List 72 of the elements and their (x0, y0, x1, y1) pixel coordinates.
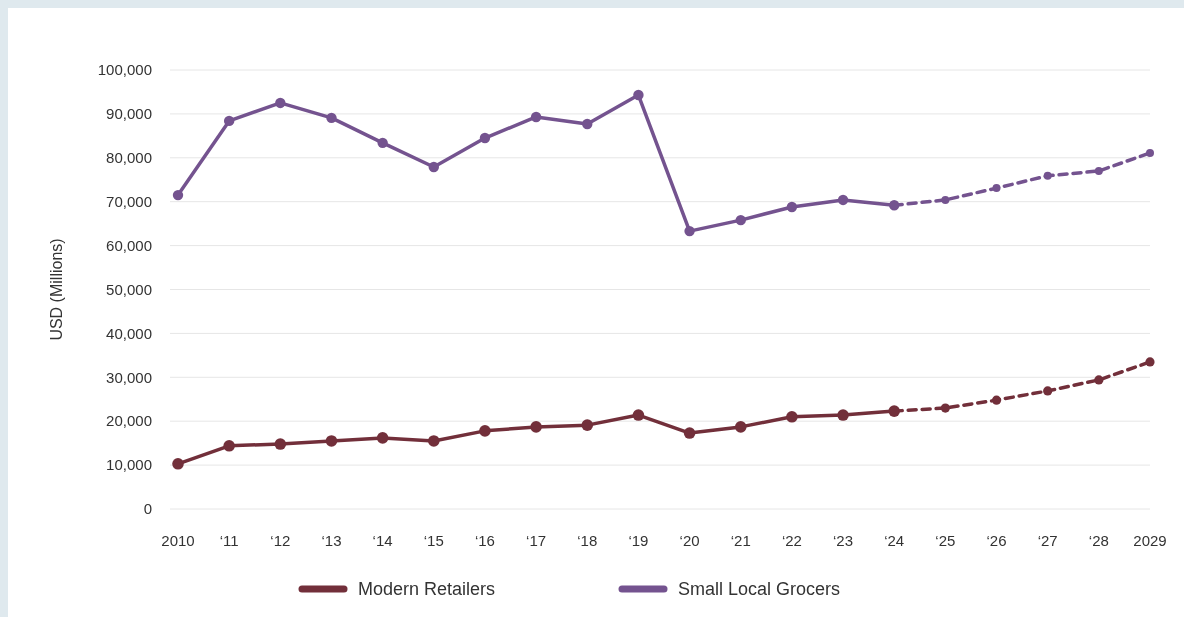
x-tick-label: ‘28 (1088, 532, 1109, 549)
y-tick-label: 10,000 (106, 456, 152, 474)
x-tick-label: ‘16 (474, 532, 495, 549)
point (326, 112, 337, 124)
y-tick-label: 30,000 (106, 368, 152, 386)
point (428, 161, 439, 173)
point (325, 435, 338, 447)
x-tick-label: ‘12 (270, 532, 291, 549)
y-tick-label: 40,000 (106, 324, 152, 342)
x-tick-label: ‘19 (628, 532, 649, 549)
x-tick-label: ‘18 (577, 532, 598, 549)
y-tick-label: 50,000 (106, 280, 152, 298)
point (479, 425, 491, 437)
point (1146, 148, 1154, 157)
y-tick-label: 70,000 (106, 192, 152, 210)
point (172, 457, 184, 470)
x-tick-label: ‘11 (219, 532, 239, 549)
point (377, 137, 388, 149)
point (941, 195, 950, 204)
point (581, 419, 594, 431)
x-tick-label: ‘23 (833, 532, 854, 549)
point (1094, 375, 1104, 385)
y-tick-label: 0 (143, 500, 152, 518)
point (991, 395, 1002, 405)
x-tick-label: ‘21 (730, 532, 751, 549)
y-tick-label: 60,000 (106, 236, 152, 254)
x-tick-label: ‘22 (781, 532, 802, 549)
point (530, 421, 542, 433)
point (992, 184, 1001, 193)
x-tick-label: 2010 (161, 532, 195, 549)
point (1043, 171, 1052, 180)
point (632, 409, 645, 421)
legend-label: Modern Retailers (358, 579, 496, 600)
point (582, 118, 593, 130)
point (940, 403, 950, 413)
point (837, 194, 849, 206)
point (734, 421, 747, 433)
y-tick-label: 20,000 (106, 412, 152, 430)
x-tick-label: ‘25 (935, 532, 956, 549)
point (275, 97, 286, 109)
legend-label: Small Local Grocers (678, 579, 841, 600)
x-tick-label: ‘24 (884, 532, 905, 549)
point (172, 189, 184, 201)
point (223, 439, 235, 452)
x-tick-label: ‘15 (423, 532, 444, 549)
point (1145, 357, 1155, 367)
point (274, 438, 287, 450)
y-tick-label: 90,000 (106, 105, 152, 123)
point (683, 427, 696, 439)
x-tick-label: ‘13 (321, 532, 342, 549)
point (735, 214, 746, 226)
point (786, 201, 798, 213)
y-tick-label: 100,000 (97, 61, 152, 79)
point (1043, 386, 1053, 396)
x-tick-label: ‘26 (986, 532, 1007, 549)
point (633, 89, 644, 101)
point (786, 411, 798, 423)
x-tick-label: 2029 (1133, 532, 1167, 549)
x-tick-label: ‘27 (1037, 532, 1058, 549)
x-tick-label: ‘20 (679, 532, 700, 549)
point (427, 435, 440, 447)
point (530, 111, 542, 123)
point (684, 225, 695, 237)
x-tick-label: ‘17 (526, 532, 547, 549)
y-tick-label: 80,000 (106, 149, 152, 167)
x-tick-label: ‘14 (372, 532, 393, 549)
point (479, 132, 491, 144)
point (376, 432, 389, 444)
y-axis-title: USD (Millions) (48, 238, 65, 341)
point (837, 409, 849, 421)
point (223, 115, 235, 127)
point (1094, 166, 1103, 175)
